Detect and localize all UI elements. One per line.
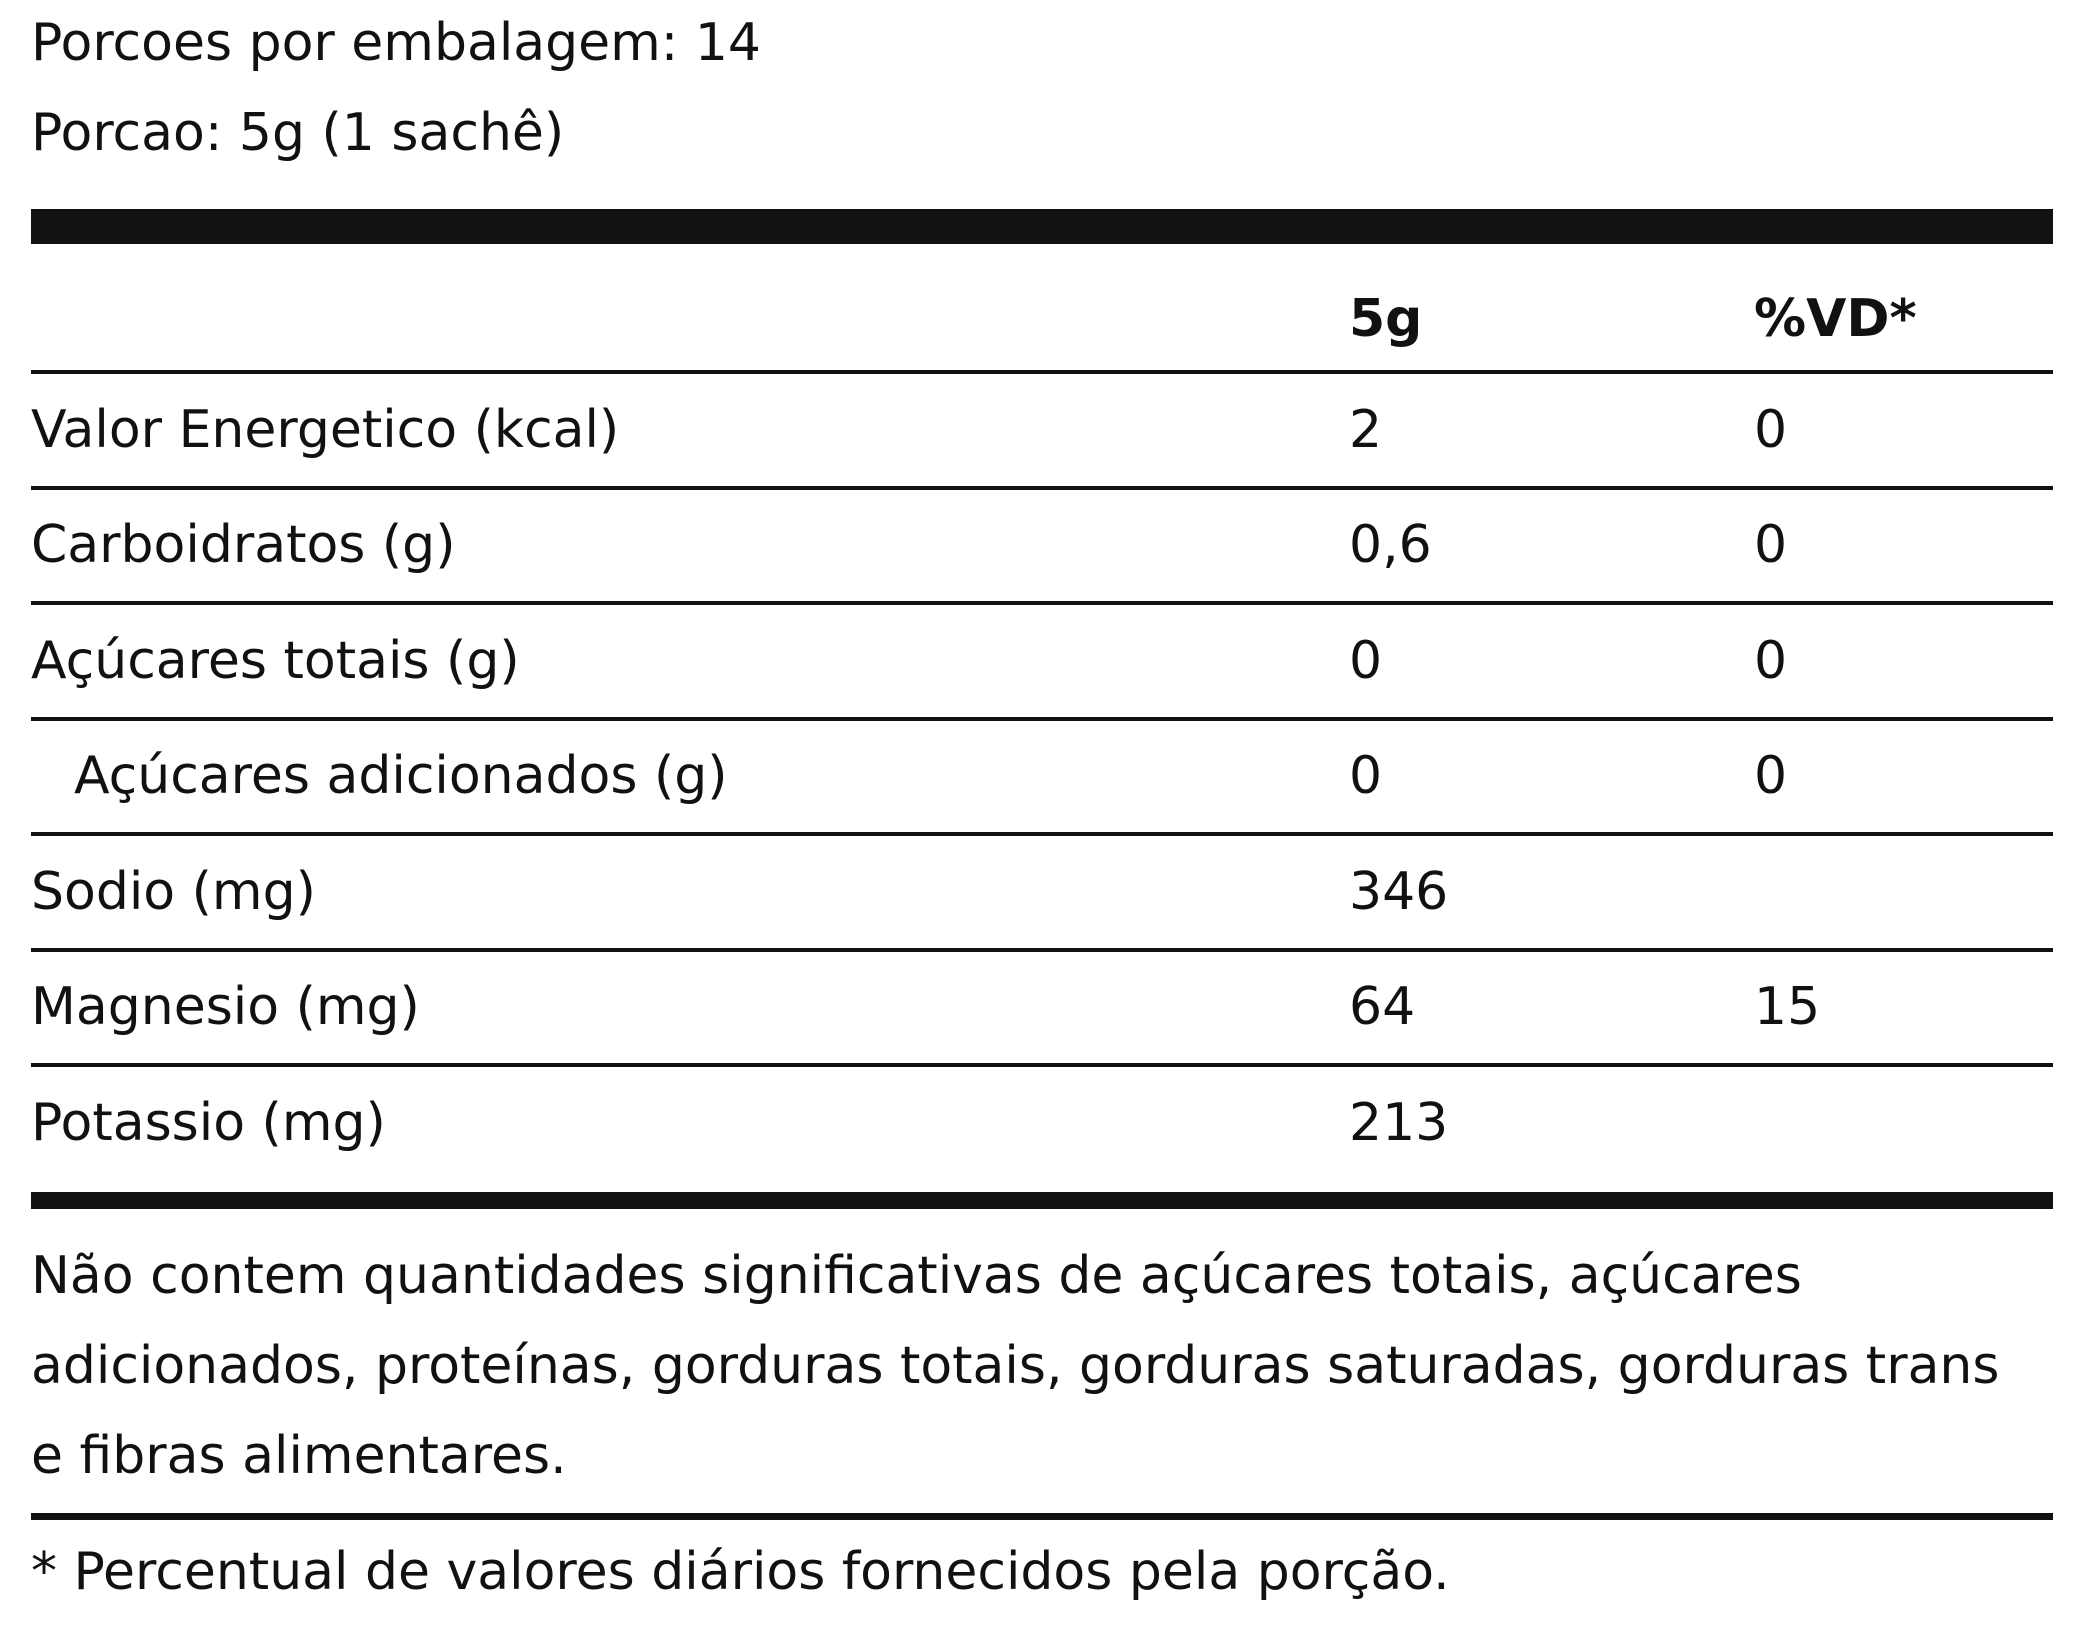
servings: Porcoes por embalagem: 14 (31, 13, 762, 73)
row-label: Sodio (mg) (31, 861, 316, 922)
row-rule (31, 485, 2053, 490)
row-label: Açúcares adicionados (g) (74, 746, 728, 807)
row-vd: 0 (1754, 746, 1788, 807)
row-rule (31, 370, 2053, 374)
portion: Porcao: 5g (1 sachê) (31, 103, 565, 163)
row-amount: 2 (1349, 399, 1383, 460)
thick-rule (31, 209, 2053, 244)
row-label: Magnesio (mg) (31, 977, 420, 1038)
row-amount: 346 (1349, 861, 1449, 922)
footer-note: Não contem quantidades significativas de… (31, 1246, 2000, 1486)
row-label: Valor Energetico (kcal) (31, 399, 620, 460)
footnote: * Percentual de valores diários fornecid… (31, 1542, 1450, 1602)
row-amount: 0,6 (1349, 515, 1432, 576)
row-vd: 0 (1754, 515, 1788, 576)
row-label: Carboidratos (g) (31, 515, 456, 576)
row-vd: 0 (1754, 399, 1788, 460)
row-vd: 0 (1754, 630, 1788, 691)
row-rule (31, 716, 2053, 721)
column-header: 5g (1349, 289, 1423, 349)
row-vd: 15 (1754, 977, 1821, 1038)
row-rule (31, 947, 2053, 952)
row-amount: 0 (1349, 630, 1383, 691)
row-amount: 213 (1349, 1092, 1449, 1153)
row-label: Potassio (mg) (31, 1092, 386, 1153)
column-header: %VD* (1754, 289, 1917, 349)
row-rule (31, 1063, 2053, 1067)
row-rule (31, 601, 2053, 605)
row-rule (31, 832, 2053, 836)
thick-rule (31, 1192, 2053, 1209)
row-label: Açúcares totais (g) (31, 630, 520, 691)
rule (31, 1513, 2053, 1520)
row-amount: 64 (1349, 977, 1416, 1038)
row-amount: 0 (1349, 746, 1383, 807)
